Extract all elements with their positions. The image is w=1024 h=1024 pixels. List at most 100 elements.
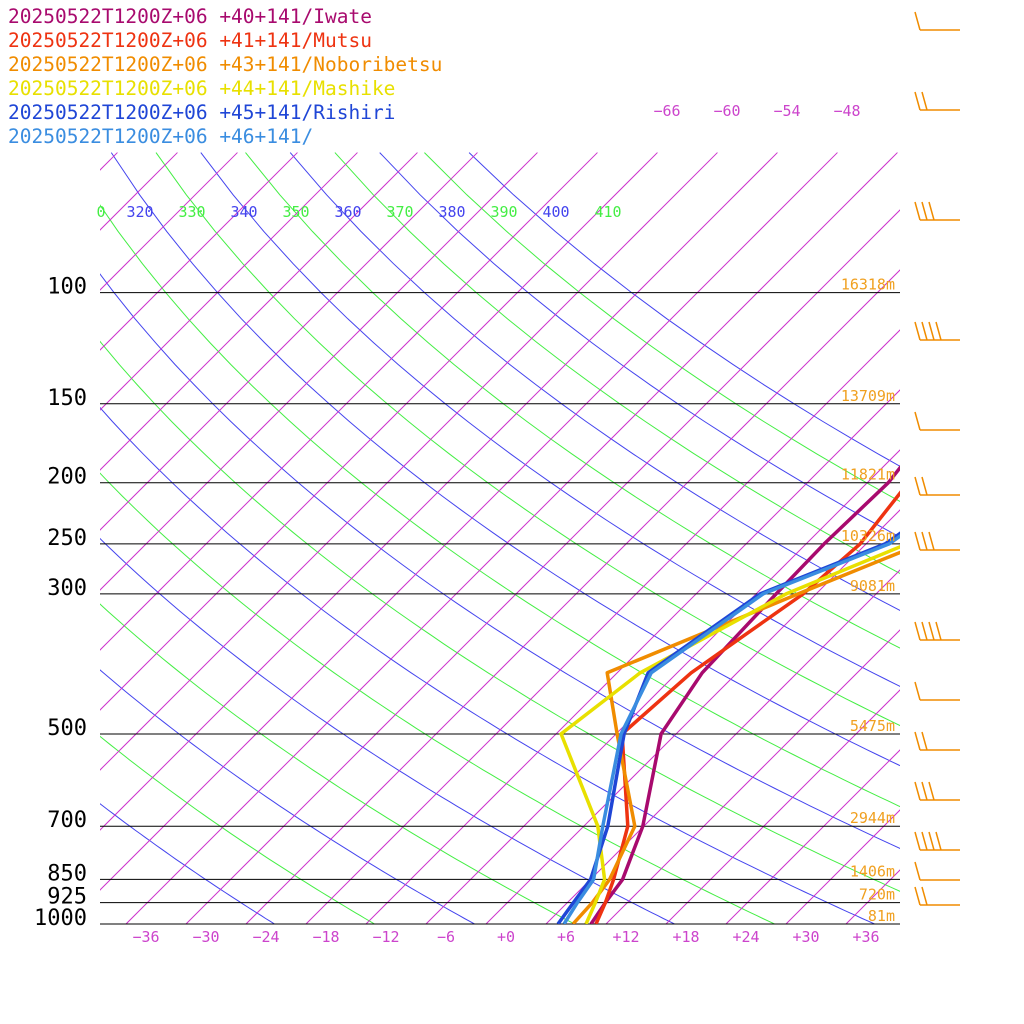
wind-barb-flag <box>914 411 921 431</box>
series-line <box>594 490 900 924</box>
wind-barb-flag <box>914 886 921 906</box>
height-label: 1406m <box>850 862 895 880</box>
isotherm-line <box>725 749 900 924</box>
theta-label: 0 <box>96 203 105 221</box>
isotherm-line <box>125 152 898 924</box>
theta-line <box>289 152 900 611</box>
theta-label: 370 <box>386 203 413 221</box>
height-label: 11821m <box>841 466 895 484</box>
wind-barbs <box>914 11 960 906</box>
theta-line <box>334 152 900 575</box>
wind-barb-flag <box>921 531 928 551</box>
height-label: 16318m <box>841 276 895 294</box>
theta-line <box>100 273 900 849</box>
wind-barb-flag <box>921 731 928 751</box>
isotherm-line <box>100 152 298 351</box>
theta-label: 360 <box>334 203 361 221</box>
series-lines <box>556 464 900 924</box>
isotherm-line <box>100 152 238 291</box>
x-tick-label: −24 <box>252 928 279 946</box>
isotherm-line <box>605 629 900 924</box>
wind-barb-flag <box>914 831 921 851</box>
theta-label: 400 <box>542 203 569 221</box>
isotherm-line <box>425 449 900 924</box>
isotherm-line <box>100 152 418 471</box>
wind-barb-flag <box>914 681 921 701</box>
wind-barb-flag <box>921 831 928 851</box>
wind-barb-flag <box>935 321 942 341</box>
isotherm-line <box>100 152 358 411</box>
series-line <box>559 544 900 924</box>
background-lines <box>100 152 1024 938</box>
top-temp-label: −66 <box>653 102 680 120</box>
wind-barb-flag <box>914 861 921 881</box>
theta-label: 390 <box>490 203 517 221</box>
isotherm-line <box>185 209 900 924</box>
isobars <box>100 292 900 925</box>
theta-line <box>424 152 900 502</box>
theta-label: 380 <box>438 203 465 221</box>
x-tick-label: +36 <box>852 928 879 946</box>
x-tick-label: −30 <box>192 928 219 946</box>
isotherm-line <box>100 152 718 771</box>
theta-line <box>100 204 900 808</box>
wind-barb-flag <box>921 621 928 641</box>
top-temp-label: −48 <box>833 102 860 120</box>
theta-line <box>100 406 876 924</box>
isotherm-line <box>893 153 1024 938</box>
x-tick-label: +6 <box>557 928 575 946</box>
theta-line <box>100 735 376 924</box>
theta-label: 350 <box>282 203 309 221</box>
wind-barb-flag <box>914 781 921 801</box>
theta-line <box>100 340 900 892</box>
isotherm-line <box>100 152 538 591</box>
wind-barb-flag <box>928 201 935 221</box>
wind-barb-flag <box>921 201 928 221</box>
wind-barb-flag <box>914 11 921 31</box>
legend-entry: 20250522T1200Z+06 +44+141/Mashike <box>8 77 395 100</box>
isotherm-line <box>100 152 838 891</box>
x-tick-label: +12 <box>612 928 639 946</box>
wind-barb-flag <box>921 321 928 341</box>
x-tick-label: +24 <box>732 928 759 946</box>
isotherm-line <box>545 569 900 924</box>
pressure-label: 1000 <box>34 906 87 931</box>
height-label: 10326m <box>841 527 895 545</box>
series-line <box>571 550 900 924</box>
wind-barb-flag <box>921 781 928 801</box>
series-line <box>589 464 900 924</box>
theta-line <box>100 803 276 924</box>
wind-barb-flag <box>914 531 921 551</box>
x-tick-label: −6 <box>437 928 455 946</box>
wind-barb-flag <box>928 531 935 551</box>
wind-barb-flag <box>935 621 942 641</box>
theta-line <box>110 152 900 767</box>
pressure-label: 150 <box>47 386 87 411</box>
height-label: 81m <box>868 907 895 925</box>
isotherm-line <box>785 809 900 924</box>
legend-entry: 20250522T1200Z+06 +43+141/Noboribetsu <box>8 53 442 76</box>
wind-barb-flag <box>928 781 935 801</box>
theta-label: 320 <box>126 203 153 221</box>
height-label: 2944m <box>850 809 895 827</box>
x-tick-label: +18 <box>672 928 699 946</box>
x-tick-label: −36 <box>132 928 159 946</box>
isotherm-line <box>100 152 658 711</box>
pressure-label: 925 <box>47 885 87 910</box>
wind-barb-flag <box>914 201 921 221</box>
isotherm-line <box>953 153 1024 938</box>
theta-line <box>200 152 900 687</box>
wind-barb-flag <box>921 476 928 496</box>
isotherm-line <box>485 509 900 924</box>
wind-barb-flag <box>921 91 928 111</box>
series-line <box>562 533 900 924</box>
height-label: 13709m <box>841 387 895 405</box>
legend-entry: 20250522T1200Z+06 +40+141/Iwate <box>8 5 372 28</box>
isotherm-line <box>100 152 598 651</box>
theta-line <box>100 603 576 924</box>
pressure-label: 500 <box>47 716 87 741</box>
legend: 20250522T1200Z+06 +40+141/Iwate 20250522T… <box>8 5 442 148</box>
height-label: 9081m <box>850 577 895 595</box>
theta-label: 340 <box>230 203 257 221</box>
